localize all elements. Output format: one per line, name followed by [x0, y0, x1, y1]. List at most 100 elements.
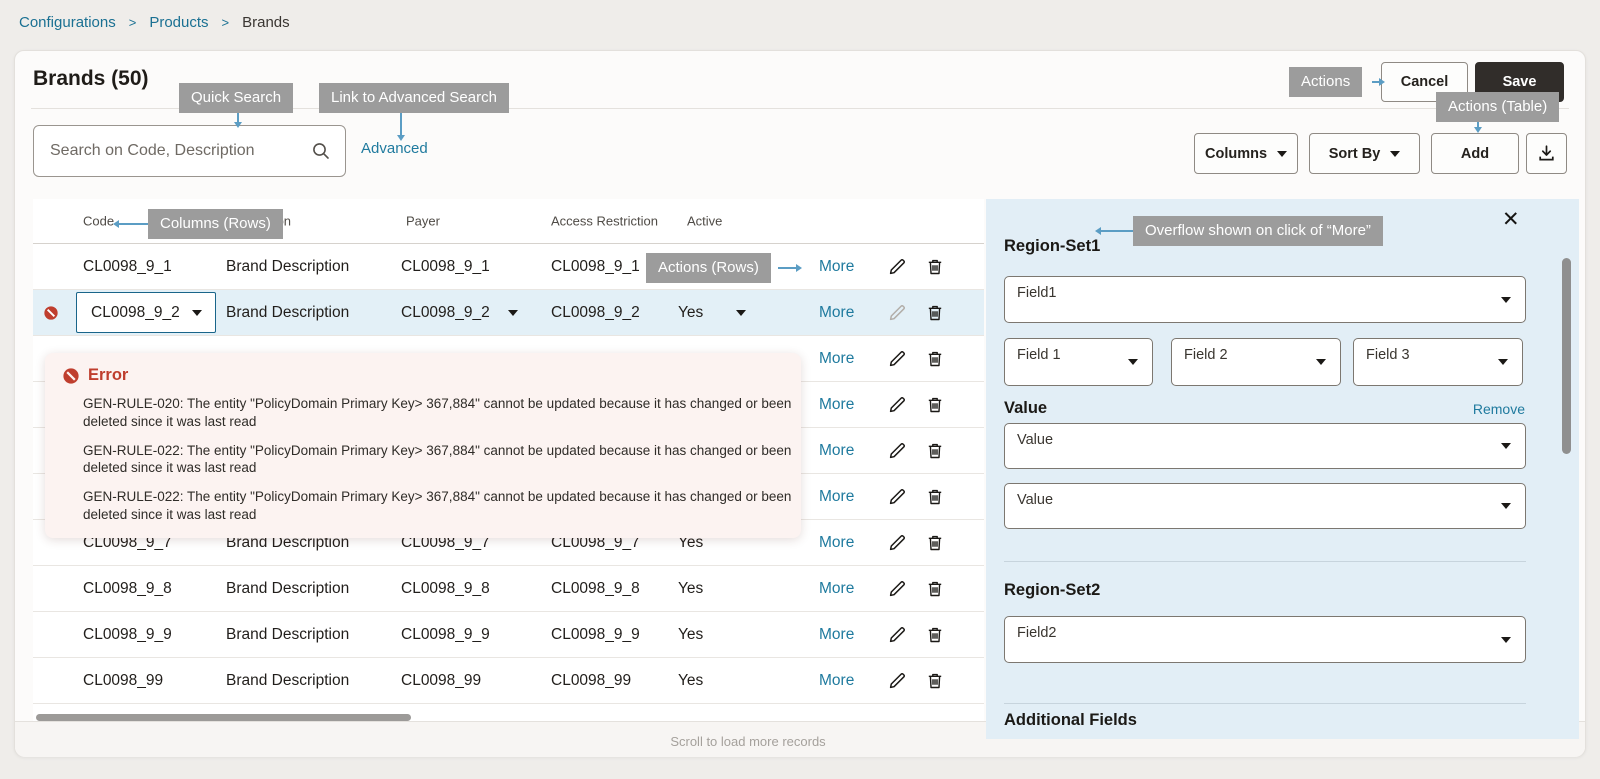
table-row[interactable]: CL0098_9_9 Brand Description CL0098_9_9 …	[33, 612, 984, 658]
add-button[interactable]: Add	[1431, 133, 1519, 174]
breadcrumb-separator: >	[128, 15, 137, 30]
row-more-link[interactable]: More	[819, 303, 855, 321]
value-dropdown-1[interactable]: Value	[1004, 423, 1526, 469]
row-more-link[interactable]: More	[819, 533, 855, 551]
error-message: GEN-RULE-020: The entity "PolicyDomain P…	[83, 396, 792, 429]
brands-card: Brands (50) Cancel Save Advanced Columns…	[14, 50, 1586, 757]
cell-active: Yes	[678, 625, 704, 643]
payer-caret-icon[interactable]	[508, 309, 518, 316]
row-more-link[interactable]: More	[819, 349, 855, 367]
delete-row-button[interactable]	[926, 626, 944, 644]
cell-payer: CL0098_9_1	[401, 257, 490, 275]
table-row[interactable]: CL0098_9_2 Brand Description CL0098_9_2 …	[33, 290, 984, 336]
table-row[interactable]: CL0098_9_8 Brand Description CL0098_9_8 …	[33, 566, 984, 612]
edit-row-button[interactable]	[888, 258, 906, 276]
row-more-link[interactable]: More	[819, 257, 855, 275]
region-set1-heading: Region-Set1	[1004, 237, 1101, 255]
delete-row-button[interactable]	[926, 350, 944, 368]
field-2-value: Field 2	[1184, 347, 1228, 363]
edit-row-button[interactable]	[888, 626, 906, 644]
row-more-link[interactable]: More	[819, 395, 855, 413]
panel-divider	[1004, 561, 1526, 562]
delete-row-button[interactable]	[926, 396, 944, 414]
region-set2-heading: Region-Set2	[1004, 581, 1101, 599]
delete-row-button[interactable]	[926, 258, 944, 276]
cancel-button[interactable]: Cancel	[1381, 62, 1468, 102]
additional-fields-heading: Additional Fields	[1004, 711, 1137, 729]
field2-dropdown[interactable]: Field2	[1004, 616, 1526, 663]
pencil-icon	[889, 534, 906, 550]
column-header-active[interactable]: Active	[687, 213, 723, 229]
columns-dropdown-button[interactable]: Columns	[1194, 133, 1298, 174]
overflow-panel: ✕ Region-Set1 Field1 Field 1 Field 2 Fie…	[986, 199, 1579, 739]
search-input[interactable]	[34, 142, 311, 160]
value-dropdown-2[interactable]: Value	[1004, 483, 1526, 529]
cell-description: Brand Description	[226, 625, 350, 643]
row-more-link[interactable]: More	[819, 487, 855, 505]
annotation-arrow	[1095, 227, 1133, 235]
delete-row-button[interactable]	[926, 304, 944, 322]
pencil-icon	[889, 350, 906, 366]
cell-code: CL0098_99	[83, 671, 164, 689]
edit-row-button[interactable]	[888, 350, 906, 368]
code-edit-dropdown[interactable]: CL0098_9_2	[76, 292, 216, 333]
trash-icon	[928, 581, 942, 596]
value-2: Value	[1017, 492, 1054, 508]
delete-row-button[interactable]	[926, 442, 944, 460]
value-heading: Value	[1004, 399, 1048, 417]
edit-row-button[interactable]	[888, 396, 906, 414]
table-row[interactable]: CL0098_99 Brand Description CL0098_99 CL…	[33, 658, 984, 704]
cell-access-restriction: CL0098_9_9	[551, 625, 640, 643]
edit-row-button[interactable]	[888, 534, 906, 552]
row-more-link[interactable]: More	[819, 625, 855, 643]
row-more-link[interactable]: More	[819, 671, 855, 689]
breadcrumb: Configurations > Products > Brands	[19, 14, 290, 31]
dropdown-caret-icon	[1128, 359, 1138, 365]
edit-row-button[interactable]	[888, 442, 906, 460]
annotation-arrow	[113, 220, 148, 228]
row-error-indicator	[44, 305, 58, 320]
field1-dropdown[interactable]: Field1	[1004, 276, 1526, 323]
breadcrumb-products[interactable]: Products	[149, 14, 209, 31]
vertical-scrollbar[interactable]	[1562, 258, 1571, 454]
dropdown-caret-icon	[1501, 296, 1511, 303]
column-header-access-restriction[interactable]: Access Restriction	[551, 213, 658, 229]
delete-row-button[interactable]	[926, 580, 944, 598]
breadcrumb-separator: >	[221, 15, 230, 30]
advanced-search-link[interactable]: Advanced	[361, 140, 428, 157]
active-caret-icon[interactable]	[736, 309, 746, 316]
breadcrumb-configurations[interactable]: Configurations	[19, 14, 116, 31]
edit-row-button[interactable]	[888, 580, 906, 598]
column-header-payer[interactable]: Payer	[406, 213, 440, 229]
delete-row-button[interactable]	[926, 488, 944, 506]
cell-active: Yes	[678, 579, 704, 597]
error-message: GEN-RULE-022: The entity "PolicyDomain P…	[83, 489, 792, 523]
edit-row-button[interactable]	[888, 304, 906, 322]
pencil-icon	[889, 580, 906, 596]
search-icon[interactable]	[311, 141, 331, 161]
delete-row-button[interactable]	[926, 534, 944, 552]
edit-row-button[interactable]	[888, 488, 906, 506]
row-more-link[interactable]: More	[819, 579, 855, 597]
scroll-hint-text: Scroll to load more records	[670, 734, 826, 749]
edit-row-button[interactable]	[888, 672, 906, 690]
row-more-link[interactable]: More	[819, 441, 855, 459]
cell-description: Brand Description	[226, 303, 350, 321]
column-header-code[interactable]: Code	[83, 213, 115, 229]
row-error-icon	[44, 305, 58, 320]
annotation-arrow	[397, 113, 405, 141]
dropdown-caret-icon	[1316, 359, 1326, 365]
field-3-dropdown[interactable]: Field 3	[1353, 338, 1523, 386]
trash-icon	[928, 397, 942, 412]
field-2-dropdown[interactable]: Field 2	[1171, 338, 1341, 386]
sort-by-dropdown-button[interactable]: Sort By	[1309, 133, 1420, 174]
delete-row-button[interactable]	[926, 672, 944, 690]
horizontal-scrollbar[interactable]	[36, 714, 411, 721]
error-header: Error	[63, 366, 783, 385]
table-row[interactable]: CL0098_9_1 Brand Description CL0098_9_1 …	[33, 244, 984, 290]
close-icon[interactable]: ✕	[1502, 208, 1520, 231]
field-1-dropdown[interactable]: Field 1	[1004, 338, 1153, 386]
download-icon-button[interactable]	[1526, 133, 1567, 174]
cell-code: CL0098_9_1	[83, 257, 172, 275]
remove-link[interactable]: Remove	[1472, 401, 1525, 417]
